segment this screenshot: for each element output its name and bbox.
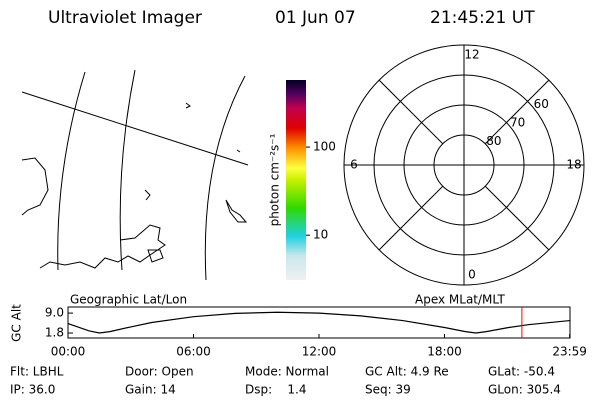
info-field: GC Alt: 4.9 Re [365,365,449,379]
y-tick-label: 9.0 [45,306,64,320]
mlt-label: 18 [566,158,581,172]
info-field: Flt: LBHL [10,365,64,379]
polar-diagonal [484,79,550,145]
left-label: Geographic Lat/Lon [70,293,187,307]
altitude-curve [67,311,571,334]
lat-circle [433,134,495,196]
mlt-label: 6 [350,158,358,172]
info-field: IP: 36.0 [10,383,55,397]
colorbar-label: photon cm⁻²s⁻¹ [268,133,282,226]
mlt-label: 12 [464,48,479,62]
x-tick-label: 00:00 [51,345,86,359]
polar-diagonal [484,185,550,251]
info-field: Seq: 39 [365,383,411,397]
right-label: Apex MLat/MLT [415,293,505,307]
lat-label: 70 [510,116,525,130]
x-tick-label: 12:00 [302,345,337,359]
info-field: GLon: 305.4 [488,383,561,397]
lat-label: 60 [534,97,549,111]
info-field: Gain: 14 [125,383,176,397]
date: 01 Jun 07 [275,8,356,28]
info-field: Door: Open [125,365,194,379]
map [21,69,249,281]
y-tick-label: 1.8 [45,326,64,340]
time: 21:45:21 UT [430,8,535,28]
x-tick-label: 18:00 [427,345,462,359]
colorbar [286,80,306,280]
lat-label: 80 [486,134,501,148]
info-field: Mode: Normal [245,365,329,379]
y-label: GC Alt [10,304,24,342]
mlt-label: 0 [468,268,476,282]
info-field: Dsp: 1.4 [245,383,307,397]
colorbar-tick-label: 100 [313,140,336,154]
x-tick-label: 06:00 [176,345,211,359]
polar-diagonal [378,79,444,145]
colorbar-tick-label: 10 [313,228,328,242]
lat-circle [373,74,555,256]
instrument: Ultraviolet Imager [48,8,202,28]
polar-diagonal [378,185,444,251]
info-field: GLat: -50.4 [488,365,555,379]
lat-circle [403,104,525,226]
x-tick-label: 23:59 [552,345,587,359]
altitude-frame [67,306,571,339]
